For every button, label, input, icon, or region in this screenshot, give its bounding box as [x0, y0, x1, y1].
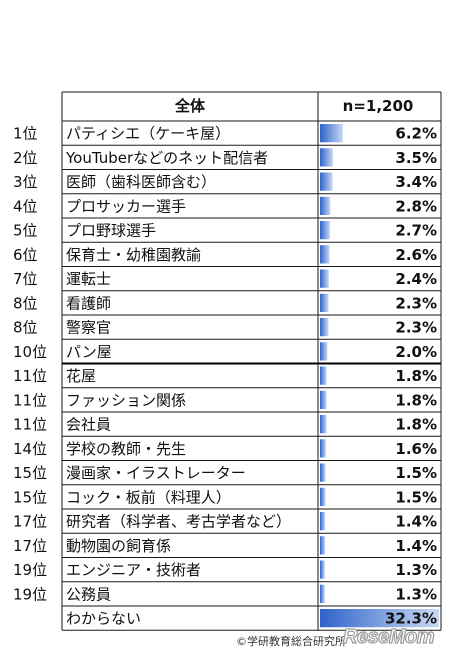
value-label: 2.0%	[395, 343, 437, 361]
occupation-label: わからない	[66, 610, 141, 628]
value-label: 2.3%	[395, 294, 437, 312]
value-label: 1.6%	[395, 440, 437, 458]
rank-label: 15位	[13, 464, 47, 482]
value-label: 1.8%	[395, 416, 437, 434]
occupation-label: プロサッカー選手	[66, 197, 186, 215]
rank-label: 1位	[13, 125, 38, 143]
value-bar	[320, 536, 326, 555]
value-bar	[320, 221, 330, 240]
value-label: 2.7%	[395, 222, 437, 240]
occupation-label: ファッション関係	[66, 391, 186, 409]
rank-label: 7位	[13, 270, 38, 288]
rank-label: 2位	[13, 149, 38, 167]
rank-label: 14位	[13, 440, 47, 458]
value-bar	[320, 245, 330, 264]
rank-label: 15位	[13, 488, 47, 506]
rank-label: 17位	[13, 537, 47, 555]
value-label: 2.8%	[395, 197, 437, 215]
value-label: 1.3%	[395, 585, 437, 603]
value-bar	[320, 148, 333, 167]
value-label: 2.4%	[395, 270, 437, 288]
occupation-label: 学校の教師・先生	[66, 440, 186, 458]
value-bar	[320, 415, 327, 434]
value-bar	[320, 318, 329, 337]
value-label: 3.5%	[395, 149, 437, 167]
value-label: 2.6%	[395, 246, 437, 264]
occupation-label: 会社員	[66, 416, 111, 434]
occupation-label: エンジニア・技術者	[66, 561, 201, 579]
resemom-logo: ReseMom	[342, 625, 435, 648]
header-sample: n=1,200	[343, 97, 414, 115]
value-bar	[320, 439, 326, 458]
value-label: 32.3%	[385, 610, 437, 628]
occupation-label: コック・板前（料理人）	[66, 488, 231, 506]
occupation-label: 花屋	[66, 367, 96, 385]
value-label: 1.5%	[395, 488, 437, 506]
rank-label: 17位	[13, 513, 47, 531]
rank-label: 3位	[13, 173, 38, 191]
value-label: 2.3%	[395, 319, 437, 337]
value-label: 1.5%	[395, 464, 437, 482]
value-label: 1.8%	[395, 391, 437, 409]
value-bar	[320, 124, 343, 143]
value-label: 6.2%	[395, 125, 437, 143]
rank-label: 8位	[13, 294, 38, 312]
value-bar	[320, 463, 326, 482]
value-label: 1.4%	[395, 513, 437, 531]
occupation-label: 保育士・幼稚園教諭	[66, 246, 201, 264]
occupation-label: 警察官	[66, 319, 111, 337]
rank-label: 5位	[13, 222, 38, 240]
value-bar	[320, 293, 329, 312]
value-label: 1.4%	[395, 537, 437, 555]
rank-label: 6位	[13, 246, 38, 264]
occupation-label: 運転士	[66, 270, 111, 288]
rank-label: 8位	[13, 319, 38, 337]
header-category: 全体	[174, 97, 206, 115]
occupation-label: パン屋	[66, 343, 112, 361]
occupation-label: YouTuberなどのネット配信者	[65, 149, 268, 167]
value-bar	[320, 487, 326, 506]
value-bar	[320, 584, 325, 603]
rank-label: 19位	[13, 585, 47, 603]
value-bar	[320, 560, 325, 579]
occupation-label: 漫画家・イラストレーター	[66, 464, 246, 482]
occupation-label: 看護師	[66, 294, 111, 312]
occupation-label: 公務員	[66, 585, 111, 603]
value-bar	[320, 512, 326, 531]
occupation-label: プロ野球選手	[66, 222, 156, 240]
value-label: 3.4%	[395, 173, 437, 191]
value-bar	[320, 609, 439, 628]
rank-label: 11位	[13, 367, 47, 385]
value-label: 1.3%	[395, 561, 437, 579]
rank-label: 19位	[13, 561, 47, 579]
occupation-label: パティシエ（ケーキ屋）	[66, 125, 230, 143]
rank-label: 4位	[13, 197, 38, 215]
value-bar	[320, 172, 333, 191]
value-bar	[320, 390, 327, 409]
rank-label: 10位	[13, 343, 47, 361]
rank-label: 11位	[13, 416, 47, 434]
value-bar	[320, 269, 329, 288]
value-label: 1.8%	[395, 367, 437, 385]
value-bar	[320, 366, 327, 385]
value-bar	[320, 342, 328, 361]
occupation-label: 医師（歯科医師含む）	[66, 173, 216, 191]
value-bar	[320, 196, 331, 215]
occupation-label: 研究者（科学者、考古学者など）	[66, 513, 291, 531]
copyright-credit: ©学研教育総合研究所	[236, 635, 346, 648]
rank-label: 11位	[13, 391, 47, 409]
occupation-label: 動物園の飼育係	[66, 537, 171, 555]
